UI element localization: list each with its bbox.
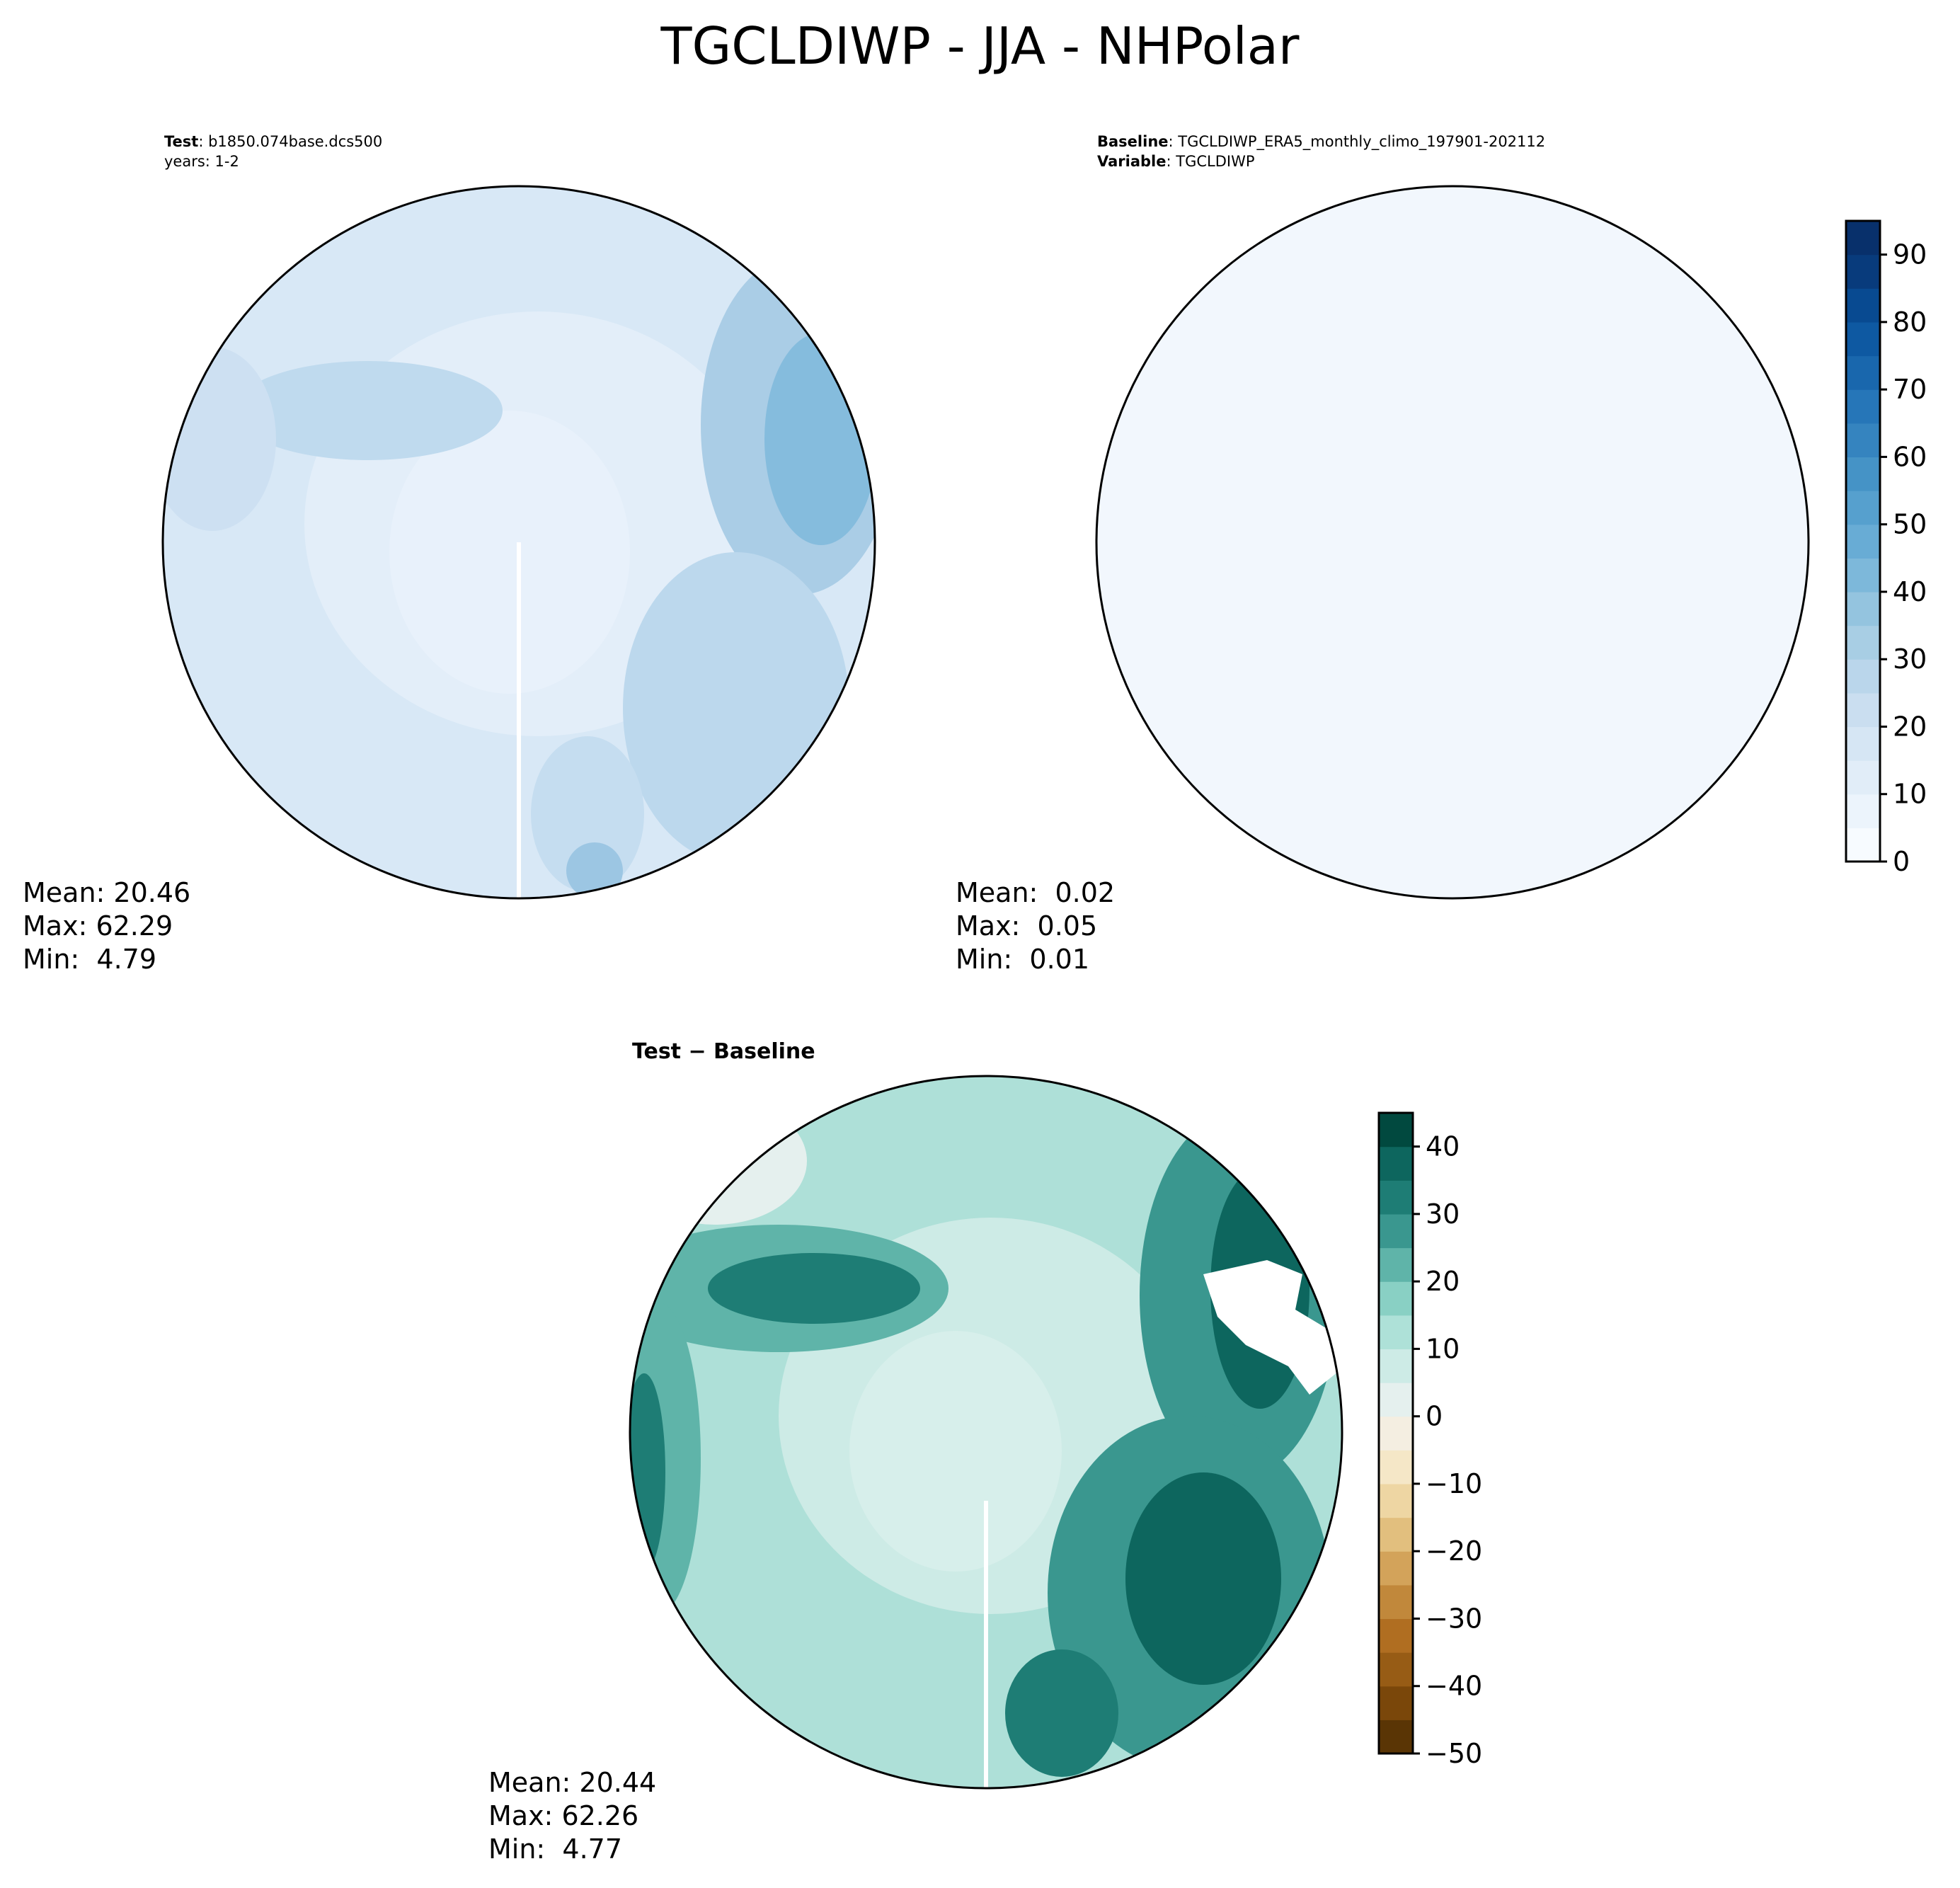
colorbar-segment [1846, 254, 1880, 289]
difference-map [629, 1075, 1343, 1790]
colorbar-segment [1846, 389, 1880, 424]
difference-mean: Mean: 20.44 [488, 1767, 657, 1798]
difference-max: Max: 62.26 [488, 1800, 639, 1831]
test-case-name: b1850.074base.dcs500 [208, 133, 383, 150]
colorbar-segment [1379, 1483, 1413, 1518]
baseline-mean: Mean: 0.02 [956, 877, 1116, 908]
test-years: years: 1-2 [164, 153, 239, 170]
baseline-variable: Variable: TGCLDIWP [1097, 151, 1255, 172]
colorbar-tick-label: 80 [1893, 307, 1927, 338]
colorbar-segment [1379, 1517, 1413, 1552]
test-min: Min: 4.79 [23, 944, 156, 975]
colorbar-segment [1379, 1213, 1413, 1249]
colorbar-tick-label: 70 [1893, 374, 1927, 405]
colorbar-segment [1846, 288, 1880, 323]
colorbar-segment [1846, 491, 1880, 525]
colorbar-segment [1846, 760, 1880, 795]
colorbar-segment [1379, 1686, 1413, 1720]
colorbar-segment [1379, 1450, 1413, 1484]
baseline-panel-title: Baseline: TGCLDIWP_ERA5_monthly_climo_19… [1097, 132, 1545, 152]
baseline-min: Min: 0.01 [956, 944, 1089, 975]
difference-panel-title: Test − Baseline [632, 1039, 815, 1064]
colorbar-segment [1379, 1416, 1413, 1451]
colorbar-tick-label: −10 [1426, 1468, 1482, 1499]
test-sep: : [198, 133, 209, 150]
colorbar-segment [1379, 1551, 1413, 1586]
colorbar-segment [1379, 1281, 1413, 1316]
baseline-stats: Mean: 0.02 Max: 0.05 Min: 0.01 [956, 876, 1115, 976]
colorbar-segment [1379, 1113, 1413, 1148]
colorbar-tick-label: 30 [1893, 643, 1927, 675]
colorbar-tick-label: 40 [1893, 576, 1927, 607]
colorbar-segment [1379, 1383, 1413, 1417]
variable-label: Variable [1097, 153, 1167, 170]
colorbar-segment [1379, 1584, 1413, 1620]
baseline-sep: : [1168, 133, 1179, 150]
baseline-case-name: TGCLDIWP_ERA5_monthly_climo_197901-20211… [1178, 133, 1546, 150]
colorbar-segment [1379, 1618, 1413, 1653]
colorbar-segment [1846, 423, 1880, 458]
difference-min: Min: 4.77 [488, 1833, 622, 1865]
test-panel-title: Test: b1850.074base.dcs500 [164, 132, 382, 152]
colorbar-segment [1379, 1315, 1413, 1350]
colorbar-tick-label: 40 [1426, 1131, 1460, 1162]
colorbar-tick-label: 20 [1893, 711, 1927, 742]
colorbar-tick-label: 10 [1893, 779, 1927, 810]
colorbar-segment [1846, 828, 1880, 862]
baseline-label: Baseline [1097, 133, 1169, 150]
colorbar-tick-label: −20 [1426, 1535, 1482, 1567]
difference-colorbar: 40 30 20 10 0 −10 −20 −30 −40 −50 [1377, 1111, 1482, 1769]
difference-stats: Mean: 20.44 Max: 62.26 Min: 4.77 [488, 1766, 656, 1866]
test-mean: Mean: 20.46 [23, 877, 191, 908]
colorbar-tick-label: −50 [1426, 1738, 1482, 1769]
colorbar-tick-label: 10 [1426, 1333, 1460, 1364]
test-colorbar: 0 10 20 30 40 50 60 70 80 90 [1845, 219, 1927, 877]
colorbar-segment [1379, 1180, 1413, 1215]
colorbar-segment [1846, 726, 1880, 761]
colorbar-tick-label: −40 [1426, 1671, 1482, 1702]
test-stats: Mean: 20.46 Max: 62.29 Min: 4.79 [23, 876, 190, 976]
colorbar-segment [1846, 692, 1880, 728]
colorbar-segment [1379, 1146, 1413, 1181]
colorbar-tick-label: 0 [1893, 846, 1910, 877]
colorbar-tick-label: −30 [1426, 1603, 1482, 1634]
colorbar-segment [1379, 1652, 1413, 1687]
variable-sep: : [1166, 153, 1176, 170]
colorbar-segment [1379, 1247, 1413, 1282]
colorbar-segment [1846, 524, 1880, 559]
colorbar-segment [1379, 1720, 1413, 1754]
colorbar-tick-label: 30 [1426, 1198, 1460, 1230]
colorbar-tick-label: 0 [1426, 1401, 1443, 1432]
colorbar-tick-label: 90 [1893, 239, 1927, 270]
colorbar-segment [1846, 794, 1880, 828]
colorbar-segment [1846, 558, 1880, 593]
colorbar-tick-label: 60 [1893, 441, 1927, 472]
colorbar-segment [1846, 457, 1880, 491]
variable-name: TGCLDIWP [1176, 153, 1255, 170]
test-max: Max: 62.29 [23, 910, 173, 942]
colorbar-segment [1846, 221, 1880, 256]
colorbar-segment [1846, 625, 1880, 660]
colorbar-frame [1845, 219, 1881, 863]
colorbar-segment [1846, 355, 1880, 390]
colorbar-tick-label: 20 [1426, 1266, 1460, 1297]
colorbar-segment [1846, 659, 1880, 694]
test-label: Test [164, 133, 199, 150]
colorbar-tick-label: 50 [1893, 509, 1927, 540]
baseline-max: Max: 0.05 [956, 910, 1098, 942]
test-map [161, 185, 876, 900]
baseline-map [1095, 185, 1810, 900]
colorbar-frame [1377, 1111, 1414, 1755]
colorbar-segment [1846, 321, 1880, 357]
colorbar-segment [1846, 591, 1880, 627]
colorbar-segment [1379, 1349, 1413, 1383]
figure-title: TGCLDIWP - JJA - NHPolar [660, 16, 1300, 76]
